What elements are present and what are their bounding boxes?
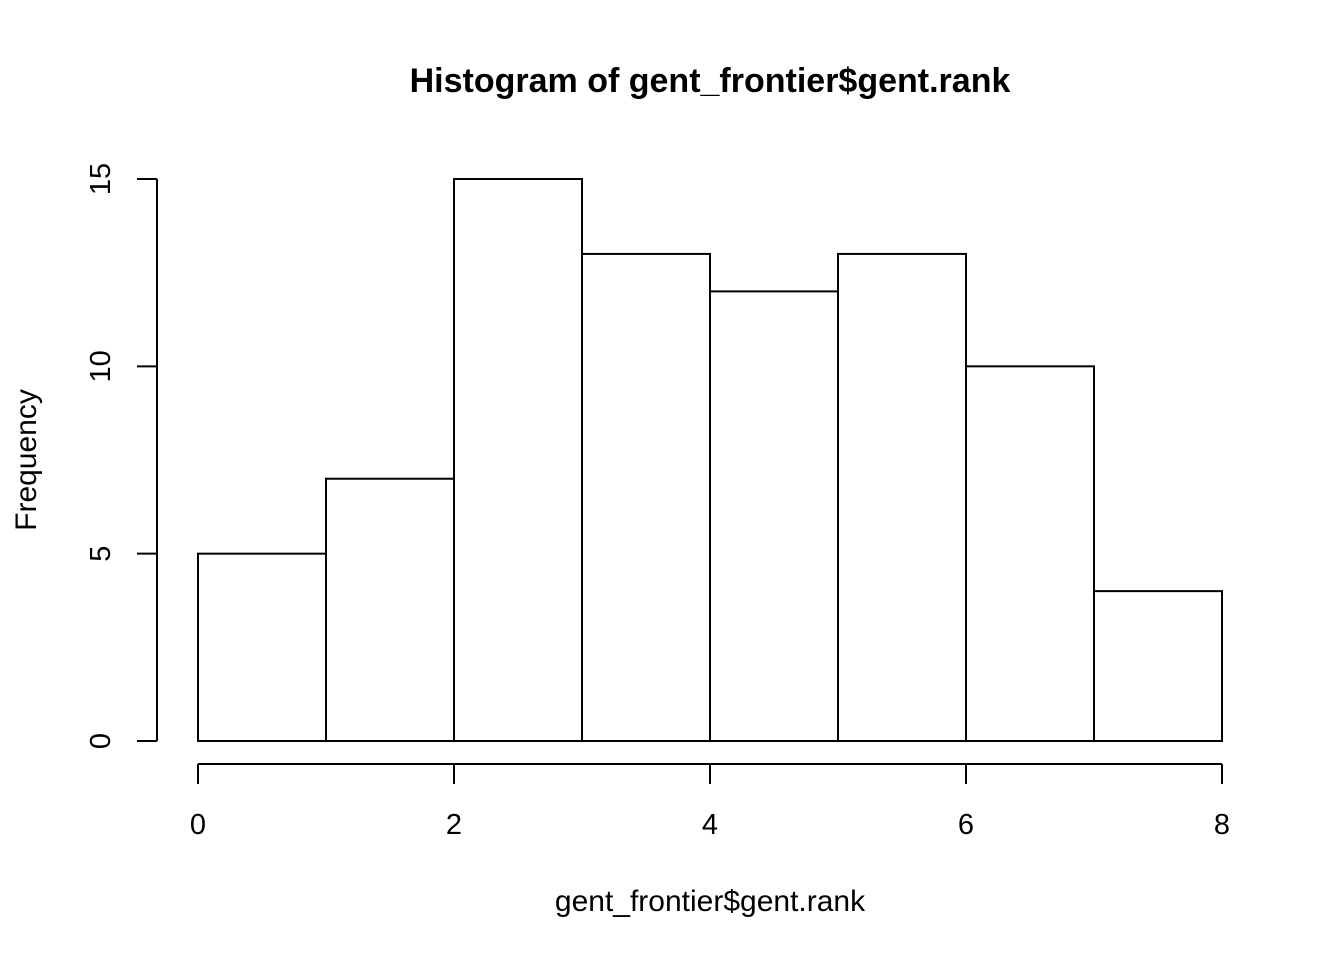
x-tick-label-1: 2	[446, 809, 462, 841]
x-tick-label-2: 4	[702, 809, 718, 841]
bars-group	[197, 178, 1223, 743]
y-tick-label-1: 5	[85, 546, 117, 562]
histogram-bar-7	[1093, 590, 1223, 743]
y-axis: 0 5 10 15	[85, 163, 158, 749]
histogram-bar-6	[965, 365, 1095, 742]
y-tick-label-0: 0	[85, 733, 117, 749]
histogram-bar-5	[837, 252, 967, 743]
x-tick-label-4: 8	[1214, 809, 1230, 841]
histogram-bar-3	[581, 252, 711, 743]
histogram-bar-4	[709, 290, 839, 742]
histogram-bar-1	[325, 477, 455, 742]
chart-title: Histogram of gent_frontier$gent.rank	[410, 62, 1011, 100]
histogram-bar-0	[197, 552, 327, 743]
histogram-bar-2	[453, 178, 583, 742]
y-tick-label-3: 15	[85, 163, 117, 195]
x-tick-label-3: 6	[958, 809, 974, 841]
x-axis-label: gent_frontier$gent.rank	[555, 885, 866, 918]
y-axis-label: Frequency	[10, 389, 43, 531]
x-axis: 0 2 4 6 8	[190, 763, 1230, 841]
x-tick-label-0: 0	[190, 809, 206, 841]
y-tick-label-2: 10	[85, 350, 117, 382]
